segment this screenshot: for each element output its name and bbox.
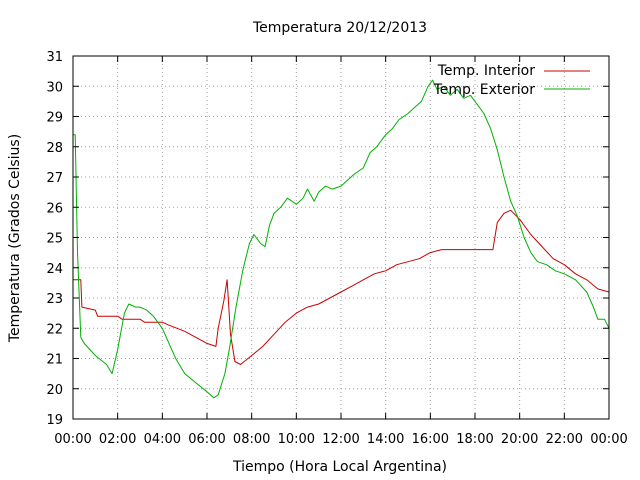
y-tick-label: 31 [46,50,63,65]
x-axis-title: Tiempo (Hora Local Argentina) [232,459,447,475]
axis-ticks [72,55,610,420]
x-tick-label: 08:00 [233,432,270,447]
series-line-exterior [73,79,610,399]
tick-labels: 00:00 02:00 04:00 06:00 08:00 10:00 12:00 14:00… [46,50,627,447]
y-tick-label: 27 [46,171,63,186]
x-tick-label: 20:00 [501,432,538,447]
x-tick-label: 04:00 [144,432,181,447]
legend: Temp. Interior Temp. Exterior [433,63,590,98]
series-line-interior [73,209,610,365]
y-tick-label: 23 [46,292,63,307]
x-tick-label: 18:00 [456,432,493,447]
x-tick-label: 06:00 [188,432,225,447]
y-tick-label: 30 [46,80,63,95]
x-tick-label: 00:00 [54,432,91,447]
y-tick-label: 25 [46,232,63,247]
series-lines [73,79,610,399]
y-tick-label: 24 [46,262,63,277]
y-tick-label: 29 [46,111,63,126]
x-tick-label: 00:00 [590,432,627,447]
x-tick-label: 02:00 [99,432,136,447]
legend-label-interior: Temp. Interior [437,63,536,79]
y-tick-label: 26 [46,201,63,216]
x-tick-label: 16:00 [412,432,449,447]
legend-label-exterior: Temp. Exterior [433,82,536,98]
y-tick-label: 21 [46,353,63,368]
chart-title: Temperatura 20/12/2013 [252,20,427,36]
y-tick-label: 20 [46,383,63,398]
y-tick-label: 19 [46,413,63,428]
x-tick-label: 14:00 [367,432,404,447]
grid-lines [73,56,609,419]
y-tick-label: 22 [46,322,63,337]
x-tick-label: 12:00 [322,432,359,447]
x-tick-label: 22:00 [546,432,583,447]
y-tick-label: 28 [46,141,63,156]
x-tick-label: 10:00 [278,432,315,447]
y-axis-title: Temperatura (Grados Celsius) [7,134,23,343]
